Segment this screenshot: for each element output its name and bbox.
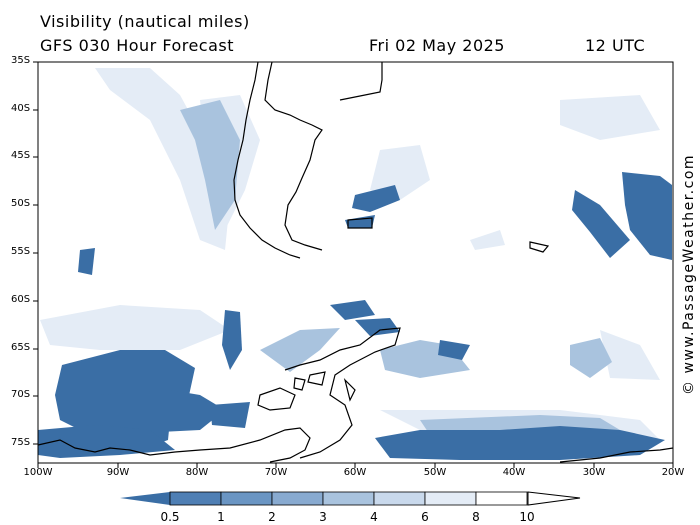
lat-label-50s: 50S xyxy=(11,198,31,209)
colorbar-segment xyxy=(271,491,324,506)
colorbar-label: 3 xyxy=(319,510,327,524)
forecast-date: Fri 02 May 2025 xyxy=(369,36,505,55)
forecast-time: 12 UTC xyxy=(585,36,646,55)
lat-label-55s: 55S xyxy=(11,246,31,257)
lat-label-75s: 75S xyxy=(11,437,31,448)
weddell-coast xyxy=(559,447,674,463)
colorbar-segment xyxy=(475,491,528,506)
colorbar-right-arrow xyxy=(527,491,581,506)
colorbar-label: 4 xyxy=(370,510,378,524)
lon-label-30w: 30W xyxy=(582,467,606,478)
colorbar-segment xyxy=(373,491,426,506)
credit-watermark: © www.PassageWeather.com xyxy=(681,153,697,395)
lat-label-60s: 60S xyxy=(11,294,31,305)
lon-label-80w: 80W xyxy=(185,467,209,478)
colorbar-segment xyxy=(424,491,477,506)
colorbar-label: 1 xyxy=(217,510,225,524)
forecast-subtitle: GFS 030 Hour Forecast xyxy=(40,36,235,55)
colorbar-segment xyxy=(322,491,375,506)
lon-label-90w: 90W xyxy=(106,467,130,478)
axis-ticks xyxy=(33,61,674,468)
lon-label-60w: 60W xyxy=(343,467,367,478)
lat-label-45s: 45S xyxy=(11,150,31,161)
colorbar-left-arrow xyxy=(120,492,170,505)
west-antarctica-coast xyxy=(37,427,311,463)
colorbar-segments xyxy=(169,491,528,506)
visibility-field-dense xyxy=(38,172,672,460)
lat-label-35s: 35S xyxy=(11,55,31,66)
south-georgia xyxy=(529,241,550,253)
coastlines xyxy=(37,61,674,463)
colorbar-segment xyxy=(169,491,222,506)
lat-label-70s: 70S xyxy=(11,389,31,400)
alexander-island xyxy=(257,387,296,411)
map-title: Visibility (nautical miles) xyxy=(40,12,250,31)
lon-label-100w: 100W xyxy=(23,467,53,478)
colorbar-label: 2 xyxy=(268,510,276,524)
lat-label-40s: 40S xyxy=(11,103,31,114)
colorbar-segment xyxy=(220,491,273,506)
colorbar-label: 8 xyxy=(472,510,480,524)
lon-label-20w: 20W xyxy=(661,467,685,478)
colorbar-label: 10 xyxy=(519,510,535,524)
colorbar xyxy=(120,491,581,506)
south-america-east-coast xyxy=(264,61,323,251)
visibility-field-medium xyxy=(180,100,620,440)
south-america-west-coast xyxy=(233,61,301,259)
colorbar-label: 6 xyxy=(421,510,429,524)
colorbar-label: 0.5 xyxy=(160,510,180,524)
lon-label-70w: 70W xyxy=(264,467,288,478)
lon-label-40w: 40W xyxy=(502,467,526,478)
peninsula-islands xyxy=(293,371,356,402)
map-area xyxy=(37,61,674,464)
falkland-islands xyxy=(347,217,373,229)
buenos-aires-coast xyxy=(339,62,383,101)
antarctic-peninsula xyxy=(284,327,401,459)
lat-label-65s: 65S xyxy=(11,342,31,353)
lon-label-50w: 50W xyxy=(423,467,447,478)
